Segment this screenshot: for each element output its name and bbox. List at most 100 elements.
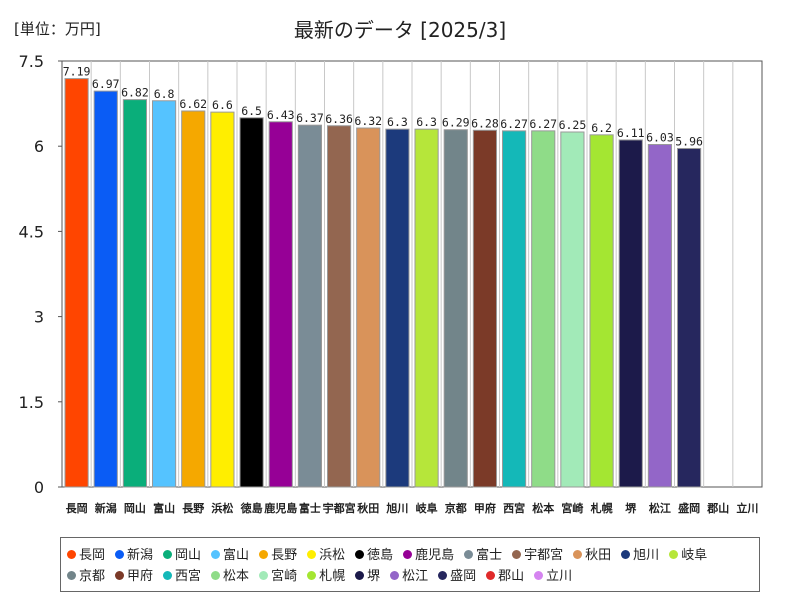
legend-marker (163, 571, 173, 580)
legend-marker (486, 571, 496, 580)
x-tick-label: 長岡 (66, 502, 88, 515)
legend-item: 長野 (259, 544, 297, 563)
legend-marker (259, 571, 269, 580)
data-label: 6.32 (354, 114, 382, 128)
x-tick-label: 岡山 (124, 501, 146, 515)
legend-item: 秋田 (573, 544, 611, 563)
bar (677, 147, 702, 488)
bar (64, 78, 89, 488)
data-label: 6.82 (121, 86, 149, 100)
legend-item: 浜松 (307, 544, 345, 563)
legend-label: 秋田 (585, 548, 612, 563)
bar (560, 131, 585, 488)
legend-label: 立川 (546, 569, 573, 584)
legend-item: 京都 (67, 565, 105, 584)
bar (327, 125, 352, 488)
legend-label: 富士 (476, 548, 503, 563)
bar (647, 143, 672, 488)
legend-marker (67, 571, 76, 580)
bar (385, 128, 410, 488)
legend-label: 松江 (402, 569, 429, 584)
bar (93, 90, 118, 488)
legend-item: 松江 (390, 565, 428, 584)
legend-row: 京都 甲府 西宮 松本 宮崎 札幌 堺 松江 盛岡 郡山 立川 (67, 565, 582, 584)
legend-label: 宮崎 (271, 569, 298, 584)
data-label: 6.36 (325, 112, 353, 126)
legend-label: 堺 (367, 569, 381, 584)
chart-title: 最新のデータ [2025/3] (293, 18, 507, 42)
data-label: 6.11 (617, 126, 645, 140)
bar (239, 117, 264, 488)
legend-marker (355, 571, 365, 580)
y-tick-label: 3 (34, 308, 44, 327)
legend-label: 西宮 (175, 569, 202, 584)
legend-label: 甲府 (127, 569, 154, 584)
bar-chart: 0 1.5 3 4.5 6 7.5 7.19 長岡 6.97 新潟 6.82 岡山 6.8 富山 6.62 長… (19, 52, 763, 515)
x-tick-label: 秋田 (357, 501, 379, 515)
bar (443, 129, 468, 488)
bar (502, 130, 527, 488)
bar (268, 121, 293, 488)
legend-item: 旭川 (621, 544, 659, 563)
unit-label: [単位：万円] (14, 20, 101, 38)
legend-item: 西宮 (163, 565, 201, 584)
legend-item: 堺 (355, 565, 380, 584)
legend-label: 鹿児島 (415, 548, 455, 563)
legend-marker (464, 550, 474, 559)
legend-marker (621, 550, 631, 559)
bar (414, 128, 439, 488)
x-tick-label: 松江 (649, 501, 671, 515)
x-tick-label: 盛岡 (678, 501, 700, 515)
bar (472, 129, 498, 488)
legend-marker (390, 571, 400, 580)
y-tick-label: 7.5 (19, 52, 44, 71)
data-label: 6.97 (92, 77, 120, 91)
x-tick-label: 鹿児島 (264, 501, 297, 515)
bar (297, 124, 323, 488)
legend-item: 富士 (464, 544, 502, 563)
legend-marker (669, 550, 679, 559)
data-label: 6.27 (529, 117, 557, 131)
legend-marker (67, 550, 76, 559)
data-label: 6.62 (179, 97, 207, 111)
legend-item: 甲府 (115, 565, 153, 584)
x-tick-label: 新潟 (95, 501, 117, 515)
bar (181, 110, 206, 488)
x-tick-label: 松本 (532, 501, 554, 515)
legend-label: 徳島 (367, 548, 394, 563)
legend-marker (211, 571, 221, 580)
x-tick-label: 長野 (182, 502, 204, 515)
x-tick-label: 西宮 (503, 501, 525, 515)
legend-label: 旭川 (633, 548, 660, 563)
legend-item: 徳島 (355, 544, 393, 563)
data-label: 6.3 (416, 115, 437, 129)
legend-row: 長岡 新潟 岡山 富山 長野 浜松 徳島 鹿児島 富士 宇都宮 秋田 旭川 岐阜 (67, 544, 717, 563)
x-tick-label: 宇都宮 (323, 501, 356, 515)
legend-item: 郡山 (486, 565, 524, 584)
x-tick-label: 堺 (625, 501, 637, 515)
legend-item: 岐阜 (669, 544, 707, 563)
data-label: 7.19 (63, 65, 91, 79)
data-label: 6.3 (387, 115, 408, 129)
legend-label: 長岡 (79, 548, 106, 563)
x-tick-label: 立川 (736, 501, 758, 515)
legend-item: 盛岡 (438, 565, 476, 584)
x-tick-label: 旭川 (385, 501, 408, 515)
legend-label: 京都 (79, 569, 106, 584)
data-label: 6.2 (591, 121, 612, 135)
data-label: 6.25 (559, 118, 587, 132)
y-tick-label: 0 (34, 478, 44, 497)
legend-marker (573, 550, 583, 559)
legend: 長岡 新潟 岡山 富山 長野 浜松 徳島 鹿児島 富士 宇都宮 秋田 旭川 岐阜 京都 甲府 西宮 松本 宮崎 札… (60, 537, 760, 592)
y-tick-label: 1.5 (19, 393, 44, 412)
data-label: 5.96 (675, 134, 703, 148)
y-tick-label: 6 (34, 137, 44, 156)
bar (152, 100, 177, 488)
x-tick-label: 宮崎 (561, 501, 583, 515)
legend-label: 岡山 (175, 548, 202, 563)
x-tick-label: 徳島 (240, 501, 263, 515)
bar (356, 127, 381, 488)
data-label: 6.28 (471, 116, 499, 130)
legend-item: 松本 (211, 565, 249, 584)
legend-item: 長岡 (67, 544, 105, 563)
